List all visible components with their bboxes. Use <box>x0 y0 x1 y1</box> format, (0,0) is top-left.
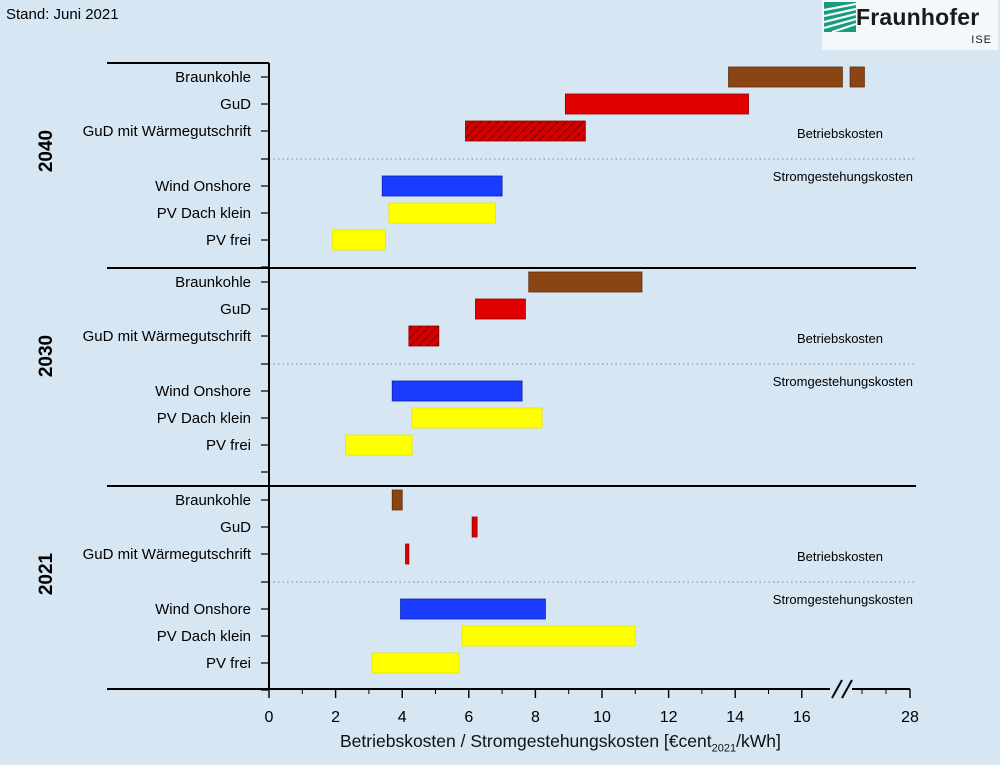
status-date: Stand: Juni 2021 <box>6 6 119 23</box>
row-label: GuD <box>220 519 251 536</box>
x-tick-label: 2 <box>331 709 340 726</box>
row-label: GuD mit Wärmegutschrift <box>83 546 252 563</box>
x-tick-label: 6 <box>464 709 473 726</box>
range-bar <box>471 516 478 538</box>
range-bar <box>411 407 543 429</box>
x-tick-label: 4 <box>398 709 407 726</box>
range-bar <box>391 489 403 511</box>
logo-name: Fraunhofer <box>856 4 980 30</box>
range-bar <box>465 120 586 142</box>
range-bar <box>528 271 643 293</box>
x-tick-label: 28 <box>901 709 919 726</box>
range-bar <box>461 625 636 647</box>
fraunhofer-logo: Fraunhofer ISE <box>822 0 998 50</box>
row-label: GuD <box>220 96 251 113</box>
year-label: 2021 <box>36 552 57 595</box>
x-axis-title-unit: /kWh] <box>736 731 781 751</box>
axis-break-mark <box>841 679 853 699</box>
row-label: Braunkohle <box>175 69 251 86</box>
row-label: Braunkohle <box>175 274 251 291</box>
range-bar <box>400 598 546 620</box>
x-tick-label: 10 <box>593 709 611 726</box>
range-bar <box>564 93 749 115</box>
year-label: 2030 <box>36 335 57 377</box>
row-label: PV Dach klein <box>157 410 251 427</box>
fraunhofer-logo-icon <box>824 2 856 32</box>
x-tick-label: 0 <box>265 709 274 726</box>
range-bar <box>728 66 843 88</box>
range-bar <box>405 543 410 565</box>
range-bar <box>371 652 460 674</box>
row-label: GuD mit Wärmegutschrift <box>83 123 252 140</box>
range-bar <box>345 434 413 456</box>
row-label: PV Dach klein <box>157 205 251 222</box>
x-tick-label: 16 <box>793 709 811 726</box>
generation-cost-label: Stromgestehungskosten <box>773 169 913 184</box>
range-bar <box>849 66 865 88</box>
range-bar <box>331 229 386 251</box>
row-label: PV frei <box>206 232 251 249</box>
row-label: GuD mit Wärmegutschrift <box>83 328 252 345</box>
x-axis-title-sub: 2021 <box>711 742 737 755</box>
x-axis-title: Betriebskosten / Stromgestehungskosten [… <box>340 731 781 755</box>
row-label: Wind Onshore <box>155 601 251 618</box>
x-tick-label: 14 <box>726 709 744 726</box>
x-axis-title-main: Betriebskosten / Stromgestehungskosten [… <box>340 731 712 751</box>
logo-sub: ISE <box>971 34 992 46</box>
range-bar <box>475 298 526 320</box>
axis-break-mark <box>831 679 843 699</box>
operating-cost-label: Betriebskosten <box>797 126 883 141</box>
row-label: Braunkohle <box>175 492 251 509</box>
year-label: 2040 <box>36 130 57 172</box>
operating-cost-label: Betriebskosten <box>797 331 883 346</box>
x-tick-label: 8 <box>531 709 540 726</box>
row-label: Wind Onshore <box>155 178 251 195</box>
row-label: Wind Onshore <box>155 383 251 400</box>
range-bar <box>391 380 523 402</box>
range-bar <box>388 202 496 224</box>
row-label: PV frei <box>206 437 251 454</box>
row-label: PV frei <box>206 655 251 672</box>
range-bar <box>381 175 503 197</box>
generation-cost-label: Stromgestehungskosten <box>773 374 913 389</box>
operating-cost-label: Betriebskosten <box>797 549 883 564</box>
x-tick-label: 12 <box>660 709 678 726</box>
row-label: GuD <box>220 301 251 318</box>
range-bar <box>408 325 440 347</box>
generation-cost-label: Stromgestehungskosten <box>773 592 913 607</box>
row-label: PV Dach klein <box>157 628 251 645</box>
